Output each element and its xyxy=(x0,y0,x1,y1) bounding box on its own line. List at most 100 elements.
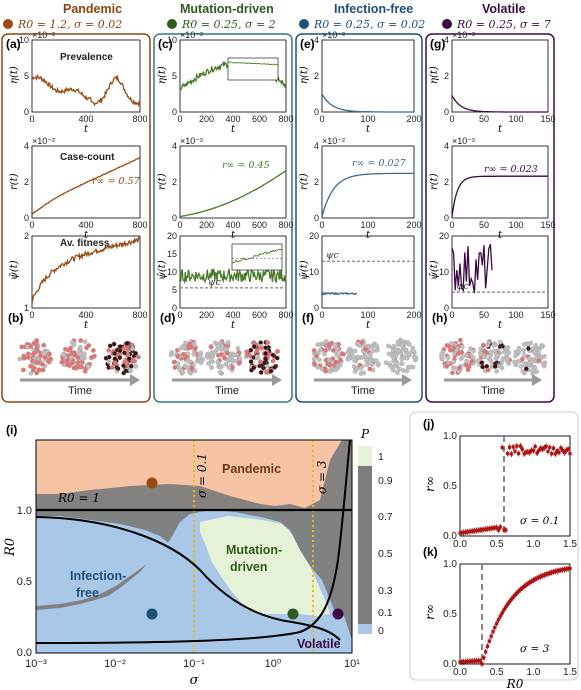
row-title-fitness: Av. fitness xyxy=(60,238,110,249)
data-point xyxy=(506,602,510,606)
network-snapshots: Time Time Time Time xyxy=(17,337,548,397)
data-point xyxy=(518,444,523,448)
data-point xyxy=(548,445,552,449)
params-infection: R0 = 0.25, σ = 0.02 xyxy=(313,18,425,31)
network-node xyxy=(30,358,35,364)
xtick: 200 xyxy=(406,220,421,230)
network-node xyxy=(107,343,113,349)
plot-infection-row1: r(t) 0 2 4 0 100 200 t ×10⁻² xyxy=(299,136,422,241)
network-blob xyxy=(168,339,205,376)
data-point xyxy=(471,659,475,663)
network-node xyxy=(322,351,327,357)
network-node xyxy=(505,355,511,361)
network-node xyxy=(395,370,400,375)
network-node xyxy=(337,362,343,368)
label-mutation-line1: Mutation- xyxy=(226,543,282,557)
network-node xyxy=(518,364,524,369)
network-node xyxy=(77,344,83,350)
data-point xyxy=(529,579,534,583)
network-node xyxy=(374,343,379,348)
data-point xyxy=(533,577,537,581)
xtick: 200 xyxy=(199,220,214,230)
network-node xyxy=(526,342,531,347)
network-node xyxy=(183,340,188,346)
network-node xyxy=(520,368,526,374)
side-axes xyxy=(459,563,571,665)
network-node xyxy=(215,343,221,349)
network-node xyxy=(403,347,408,353)
network-node xyxy=(111,341,117,347)
exp-label: ×10⁻² xyxy=(452,136,475,146)
region-volatile xyxy=(332,616,352,653)
xtick: 400 xyxy=(225,310,240,320)
network-node xyxy=(488,359,494,364)
plot-axes xyxy=(451,235,549,309)
network-node xyxy=(391,358,396,364)
data-point xyxy=(482,527,486,532)
panel-label-e: (e) xyxy=(300,37,315,51)
time-arrow-head-icon xyxy=(130,374,140,386)
network-node xyxy=(316,357,322,363)
network-node xyxy=(248,359,254,364)
data-point xyxy=(460,531,464,535)
data-point xyxy=(555,569,559,573)
cbar-tick-1: 1 xyxy=(378,451,384,463)
xtick: 200 xyxy=(406,310,421,320)
ytick: 4 xyxy=(172,141,177,151)
network-node xyxy=(251,365,257,371)
network-node xyxy=(538,344,544,350)
xtick: 800 xyxy=(278,114,293,124)
xtick: 100 xyxy=(360,310,375,320)
network-node xyxy=(223,361,229,367)
network-node xyxy=(174,348,180,353)
side-frame xyxy=(409,411,579,681)
inset-plot xyxy=(227,57,279,81)
network-node xyxy=(71,365,77,371)
network-node xyxy=(35,360,41,366)
network-node xyxy=(311,356,317,362)
xtick: 400 xyxy=(78,114,93,124)
exp-label: ×10⁻² xyxy=(32,136,55,146)
network-node xyxy=(451,345,457,351)
data-point xyxy=(478,528,482,532)
label-infection-line2: free xyxy=(76,586,99,600)
xtick: 600 xyxy=(252,220,267,230)
network-node xyxy=(464,352,469,358)
network-node xyxy=(84,345,89,351)
network-node xyxy=(330,347,336,353)
plot-axes xyxy=(451,145,549,219)
ylabel: r(t) xyxy=(9,173,20,190)
network-node xyxy=(386,343,391,349)
xlabel: t xyxy=(498,230,503,241)
data-point xyxy=(537,448,541,453)
plot-pandemic-row0: η(t) 0 5 10 0 400 800 t ×10⁻² xyxy=(9,30,148,135)
data-point xyxy=(493,625,497,630)
network-node xyxy=(191,352,197,357)
network-node xyxy=(112,360,118,366)
network-node xyxy=(311,348,317,353)
data-point xyxy=(513,593,517,597)
ytick: 0 xyxy=(444,213,449,223)
plot-axes xyxy=(31,39,141,113)
network-node xyxy=(323,339,329,344)
network-node xyxy=(469,358,475,364)
panel-label-g: (g) xyxy=(430,37,445,51)
network-node xyxy=(367,366,373,372)
network-node xyxy=(183,354,188,360)
xtick: 150 xyxy=(540,114,555,124)
series-line xyxy=(451,243,493,294)
data-point xyxy=(463,660,468,664)
ylabel: ψ̄(t) xyxy=(9,260,20,280)
network-node xyxy=(526,346,531,351)
network-node xyxy=(492,364,498,369)
side-xtick: 1.0 xyxy=(526,539,540,550)
data-point xyxy=(498,525,502,529)
network-node xyxy=(395,339,401,345)
ylabel: r(t) xyxy=(299,173,310,190)
side-xtick: 0.5 xyxy=(490,539,504,550)
network-node xyxy=(464,358,470,364)
data-point xyxy=(511,445,515,449)
network-blob xyxy=(204,339,243,376)
data-point xyxy=(531,578,535,582)
